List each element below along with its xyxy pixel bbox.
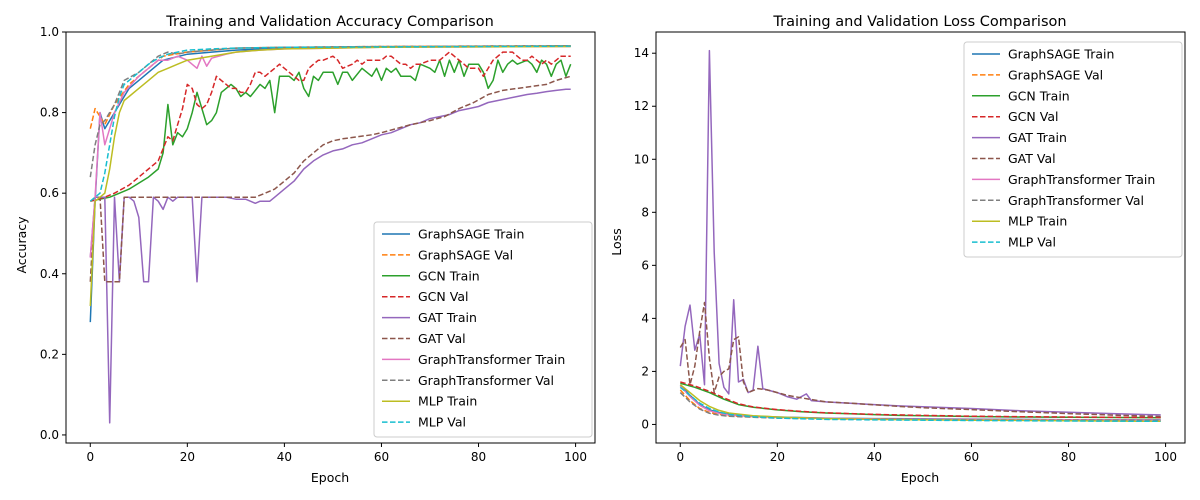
- accuracy-series: [89, 44, 572, 424]
- loss-ticks: 0 20 40 60 80 100 0 2 4 6 8 10 12 14: [634, 46, 1177, 464]
- loss-legend-label: GraphSAGE Val: [1008, 67, 1103, 82]
- accuracy-legend-label: MLP Val: [418, 415, 466, 430]
- accuracy-legend-label: GraphTransformer Val: [418, 373, 554, 388]
- loss-legend-label: GAT Train: [1008, 130, 1067, 145]
- accuracy-y-tick-label: 0.8: [40, 106, 59, 120]
- accuracy-legend-label: GAT Train: [418, 310, 477, 325]
- accuracy-series-mlp-val: [89, 45, 571, 202]
- accuracy-y-axis-label: Accuracy: [14, 216, 29, 274]
- loss-y-tick-label: 0: [641, 417, 649, 431]
- accuracy-series-gcn-val: [90, 51, 571, 202]
- loss-plot-frame: [655, 31, 1186, 444]
- accuracy-legend-label: GCN Val: [418, 289, 468, 304]
- loss-chart: Training and Validation Loss Comparison …: [609, 14, 1186, 485]
- accuracy-chart-title: Training and Validation Accuracy Compari…: [165, 14, 494, 30]
- loss-x-axis-label: Epoch: [901, 470, 939, 485]
- loss-legend-label: GraphTransformer Val: [1008, 193, 1144, 208]
- loss-x-tick-label: 80: [1061, 450, 1076, 464]
- accuracy-legend-label: GraphSAGE Train: [418, 227, 524, 242]
- loss-y-tick-label: 4: [641, 311, 649, 325]
- accuracy-y-tick-label: 0.2: [40, 347, 59, 361]
- accuracy-x-tick-label: 100: [564, 450, 587, 464]
- accuracy-y-tick-label: 0.0: [40, 428, 59, 442]
- loss-legend-label: GAT Val: [1008, 151, 1056, 166]
- accuracy-series-mlp-train: [89, 45, 571, 307]
- loss-legend-label: GraphTransformer Train: [1008, 172, 1155, 187]
- loss-x-tick-label: 60: [964, 450, 979, 464]
- loss-y-axis-label: Loss: [609, 228, 624, 255]
- loss-series: [679, 49, 1161, 423]
- accuracy-legend-label: GraphSAGE Val: [418, 247, 513, 262]
- accuracy-ticks: 0 20 40 60 80 100 0.0 0.2 0.4 0.6 0.8 1.0: [40, 25, 587, 464]
- loss-series-gat-val: [679, 301, 1161, 418]
- accuracy-chart: Training and Validation Accuracy Compari…: [14, 14, 596, 485]
- accuracy-series-gat-train: [89, 88, 571, 424]
- loss-legend-label: GraphSAGE Train: [1008, 47, 1114, 62]
- accuracy-y-tick-label: 0.4: [40, 267, 59, 281]
- loss-x-tick-label: 20: [770, 450, 785, 464]
- loss-y-tick-label: 8: [641, 205, 649, 219]
- loss-legend-label: GCN Val: [1008, 109, 1058, 124]
- accuracy-legend-label: GCN Train: [418, 268, 480, 283]
- loss-y-tick-label: 12: [634, 99, 649, 113]
- loss-legend-label: MLP Val: [1008, 235, 1056, 250]
- accuracy-legend-label: GAT Val: [418, 331, 466, 346]
- loss-y-tick-label: 14: [634, 46, 649, 60]
- accuracy-plot-frame: [65, 31, 596, 444]
- accuracy-legend-box: [373, 221, 593, 438]
- accuracy-x-axis-label: Epoch: [311, 470, 349, 485]
- loss-x-tick-label: 100: [1154, 450, 1177, 464]
- accuracy-y-tick-label: 0.6: [40, 186, 59, 200]
- loss-series-mlp-val: [679, 386, 1161, 423]
- loss-legend-label: GCN Train: [1008, 88, 1070, 103]
- loss-chart-title: Training and Validation Loss Comparison: [772, 14, 1066, 30]
- loss-series-gcn-val: [680, 381, 1161, 419]
- accuracy-x-tick-label: 80: [471, 450, 486, 464]
- accuracy-x-tick-label: 20: [180, 450, 195, 464]
- accuracy-x-tick-label: 0: [86, 450, 94, 464]
- accuracy-legend-label: GraphTransformer Train: [418, 352, 565, 367]
- loss-legend: GraphSAGE Train GraphSAGE Val GCN Train GCN…: [963, 41, 1183, 258]
- accuracy-legend: GraphSAGE Train GraphSAGE Val GCN Train GCN…: [373, 221, 593, 438]
- accuracy-series-gcn-train: [90, 59, 572, 202]
- accuracy-x-tick-label: 40: [277, 450, 292, 464]
- accuracy-series-graphtransformer-val: [89, 44, 571, 178]
- loss-y-tick-label: 2: [641, 364, 649, 378]
- accuracy-legend-label: MLP Train: [418, 394, 477, 409]
- accuracy-y-tick-label: 1.0: [40, 25, 59, 39]
- loss-y-tick-label: 6: [641, 258, 649, 272]
- loss-legend-box: [963, 41, 1183, 258]
- loss-x-tick-label: 0: [676, 450, 684, 464]
- loss-y-tick-label: 10: [634, 152, 649, 166]
- accuracy-x-tick-label: 60: [374, 450, 389, 464]
- accuracy-series-gat-val: [89, 75, 571, 283]
- loss-legend-label: MLP Train: [1008, 214, 1067, 229]
- loss-x-tick-label: 40: [867, 450, 882, 464]
